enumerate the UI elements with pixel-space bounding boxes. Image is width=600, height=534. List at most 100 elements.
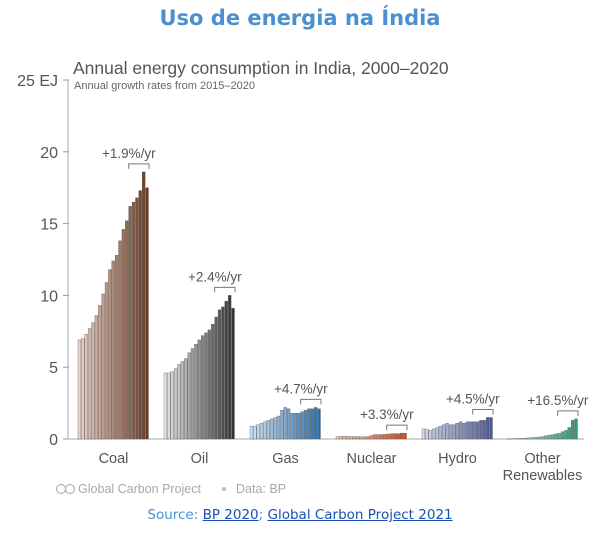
bar-hydro <box>486 417 490 440</box>
bar-coal <box>145 187 149 440</box>
bar-gas <box>287 408 291 440</box>
cc-license-icon <box>55 483 76 495</box>
category-label: Nuclear <box>347 451 397 467</box>
bar-coal <box>128 206 132 440</box>
bar-oil <box>197 339 201 440</box>
bar-nuclear <box>345 436 350 440</box>
y-tick-label: 25 EJ <box>17 73 58 90</box>
bar-other-renewables <box>547 435 551 440</box>
bar-coal <box>131 201 136 440</box>
bar-other-renewables <box>557 433 561 440</box>
bar-hydro <box>445 423 449 440</box>
bar-nuclear <box>362 436 367 440</box>
bar-coal <box>118 240 122 440</box>
bar-coal <box>94 315 98 440</box>
source-link-gcp[interactable]: Global Carbon Project 2021 <box>267 507 453 523</box>
bar-other-renewables <box>564 430 568 440</box>
bar-oil <box>194 344 198 440</box>
growth-label: +3.3%/yr <box>360 407 414 422</box>
category-label: Gas <box>272 451 299 467</box>
bar-hydro <box>442 424 446 440</box>
footer-credit: Global Carbon Project <box>78 482 202 496</box>
bar-oil <box>170 371 174 440</box>
bar-hydro <box>452 424 456 440</box>
bar-other-renewables <box>530 437 534 440</box>
growth-bracket <box>214 286 236 293</box>
chart-panel: Annual energy consumption in India, 2000… <box>0 52 600 502</box>
bar-gas <box>280 410 284 440</box>
bar-hydro <box>479 420 483 440</box>
bar-other-renewables <box>527 437 531 440</box>
bar-oil <box>204 332 208 440</box>
bar-other-renewables <box>537 436 541 440</box>
bar-oil <box>217 309 222 440</box>
category-label: Renewables <box>503 468 583 484</box>
category-label: Hydro <box>438 451 477 467</box>
bar-coal <box>77 339 82 440</box>
bar-hydro <box>475 421 480 440</box>
bar-gas <box>249 425 254 440</box>
bar-gas <box>310 408 314 440</box>
bar-hydro <box>448 424 453 440</box>
bar-gas <box>270 418 274 440</box>
category-label: Other <box>524 451 560 467</box>
bar-coal <box>108 269 112 440</box>
bar-nuclear <box>366 436 370 440</box>
bar-gas <box>314 407 318 440</box>
bar-oil <box>221 306 225 440</box>
bar-nuclear <box>339 436 343 440</box>
source-separator: ; <box>258 507 268 523</box>
bar-coal <box>135 197 139 440</box>
bar-gas <box>253 425 257 440</box>
bar-oil <box>187 352 191 440</box>
bar-other-renewables <box>571 420 575 440</box>
footer-separator-dot <box>222 487 226 491</box>
bar-nuclear <box>403 432 407 440</box>
bar-coal <box>111 260 115 440</box>
bar-other-renewables <box>560 431 565 440</box>
bar-gas <box>283 407 287 440</box>
bar-coal <box>125 220 129 440</box>
bar-nuclear <box>383 434 387 440</box>
bar-other-renewables <box>540 436 544 440</box>
source-prefix: Source: <box>147 507 203 523</box>
bar-coal <box>98 305 102 440</box>
bar-nuclear <box>400 432 404 440</box>
category-label: Oil <box>191 451 209 467</box>
bar-coal <box>142 171 146 440</box>
bar-nuclear <box>373 434 377 440</box>
bar-other-renewables <box>567 427 571 440</box>
bar-other-renewables <box>510 438 514 440</box>
bar-gas <box>290 412 294 440</box>
bar-nuclear <box>349 436 353 440</box>
footer-data-source: Data: BP <box>236 482 286 496</box>
bar-gas <box>307 408 311 440</box>
bar-gas <box>259 423 264 440</box>
bar-nuclear <box>352 436 356 440</box>
bar-oil <box>163 372 168 440</box>
bar-coal <box>138 190 142 440</box>
bar-gas <box>297 412 301 440</box>
growth-label: +16.5%/yr <box>527 393 589 408</box>
bar-gas <box>273 417 277 440</box>
bar-oil <box>224 300 228 440</box>
bar-hydro <box>421 428 426 440</box>
source-link-bp[interactable]: BP 2020 <box>202 507 259 523</box>
chart-subtitle: Annual growth rates from 2015–2020 <box>74 80 255 92</box>
bar-coal <box>101 293 105 440</box>
y-tick-label: 10 <box>40 288 58 305</box>
bar-gas <box>256 424 260 440</box>
bar-coal <box>84 333 88 440</box>
bar-coal <box>104 282 109 440</box>
bar-hydro <box>472 421 476 440</box>
bar-oil <box>201 335 205 440</box>
bar-oil <box>231 308 235 440</box>
bar-hydro <box>462 423 466 440</box>
bar-nuclear <box>369 435 373 440</box>
y-axis: 0 5 10 15 20 25 EJ <box>17 73 584 449</box>
category-label: Coal <box>99 451 129 467</box>
bar-hydro <box>455 423 459 440</box>
bar-coal <box>91 322 95 440</box>
bar-oil <box>190 348 195 440</box>
energy-chart: Annual energy consumption in India, 2000… <box>17 58 589 496</box>
